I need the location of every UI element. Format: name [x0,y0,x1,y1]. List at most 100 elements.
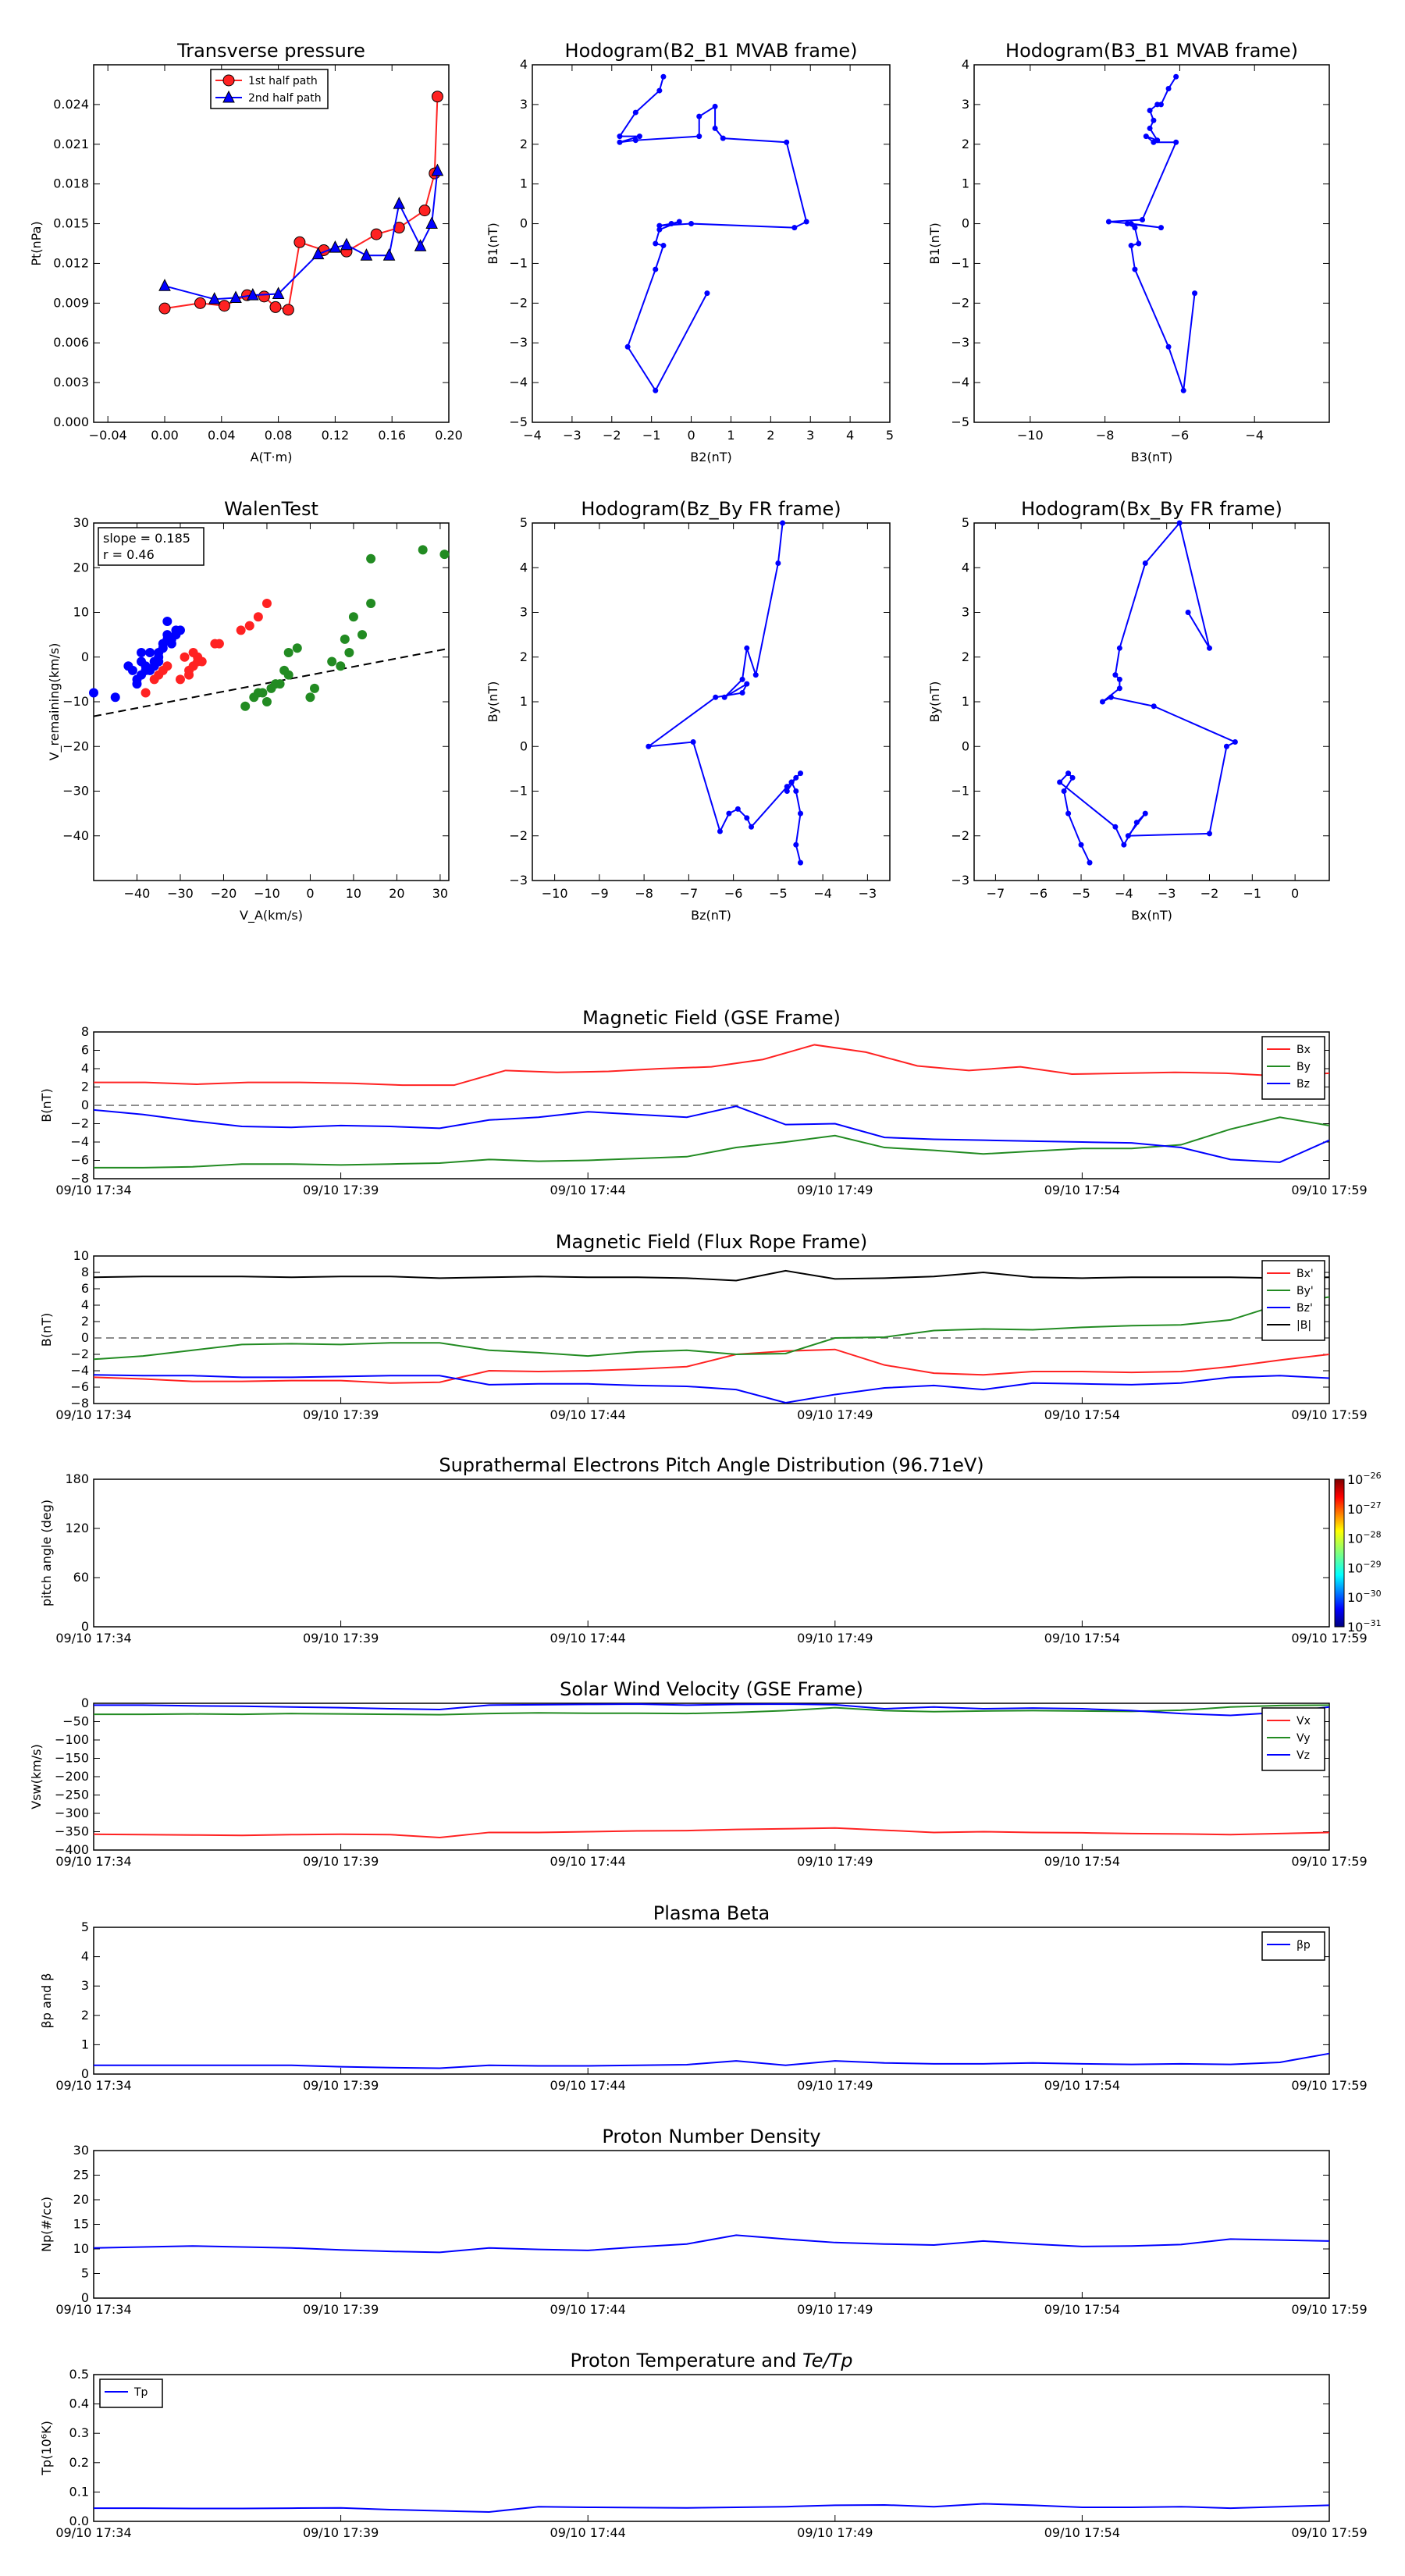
h2-data-point [1158,101,1164,108]
tp-plot-frame [93,2374,1330,2522]
pt-xtick-label: 0.08 [265,428,293,443]
h2-data-point [1165,343,1172,350]
h1-xtick-label: 3 [806,428,814,443]
walen-data-point [439,550,450,560]
walen-data-point [162,616,173,626]
h2-ytick-label: 0 [962,216,969,231]
walen-data-point [253,612,263,622]
bgse-time-label: 09/10 17:39 [303,1183,379,1197]
bfr-time-label: 09/10 17:49 [797,1407,873,1422]
h1-ytick-label: 1 [520,176,528,191]
bgse-title: Magnetic Field (GSE Frame) [582,1007,841,1029]
bfr-time-label: 09/10 17:54 [1044,1407,1120,1422]
pad-ytick-label: 0 [81,1619,89,1634]
beta-ylabel: βp and β [39,1973,54,2029]
walen-ytick-label: 30 [73,515,89,530]
pt-title: Transverse pressure [176,40,365,62]
h3-plot-frame [532,522,891,881]
beta-ytick-label: 0 [81,2066,89,2081]
bfr-ytick-label: −6 [70,1379,89,1394]
walen-xtick-label: 0 [306,886,314,901]
bfr-ylabel: B(nT) [39,1313,54,1347]
h1-data-point [632,137,638,144]
h4-data-point [1061,788,1067,794]
beta-time-label: 09/10 17:44 [550,2078,626,2093]
pad-colorbar-exponent: −27 [1363,1500,1381,1510]
pad-ytick-label: 120 [65,1521,89,1535]
h3-data-point [798,770,803,777]
walen-data-point [236,625,246,635]
bgse-legend-frame [1261,1036,1325,1100]
h1-data-point [624,343,631,350]
pt-data-point [158,279,171,291]
h4-data-point [1207,831,1213,837]
h3-ytick-label: 4 [520,560,528,575]
h3-ytick-label: 2 [520,649,528,664]
walen-data-point [137,656,147,667]
h1-xtick-label: 0 [687,428,695,443]
h1-xtick-label: −2 [603,428,621,443]
h4-ylabel: By(nT) [927,681,942,723]
vsw-title: Solar Wind Velocity (GSE Frame) [560,1678,863,1700]
tp-legend-frame [99,2379,163,2408]
h1-ytick-label: −1 [509,255,528,270]
h1-data-point [720,135,726,141]
h1-ytick-label: 0 [520,216,528,231]
walen-data-point [184,665,194,675]
pt-data-point [272,286,285,299]
beta-ytick-label: 4 [81,1949,89,1964]
h1-data-point [656,222,663,229]
beta-legend-frame [1261,1931,1325,1961]
pad-colorbar-exponent: −29 [1363,1559,1381,1569]
h4-ytick-label: −1 [951,784,969,799]
walen-data-point [309,683,319,693]
h2-xtick-label: −10 [1017,428,1044,443]
h1-ytick-label: 4 [520,57,528,72]
pt-data-point [360,248,373,261]
pt-data-point [393,222,405,234]
bfr-ytick-label: 6 [81,1281,89,1296]
pt-ytick-label: 0.015 [53,216,89,231]
h3-data-point [784,784,790,790]
bgse-ytick-label: 6 [81,1043,89,1058]
h4-ytick-label: 1 [962,694,969,709]
walen-annotation-slope: slope = 0.185 [103,531,190,546]
h2-data-point [1136,240,1142,247]
h2-series-line [1108,76,1196,391]
pad-ytick-label: 60 [73,1570,89,1585]
h1-xtick-label: 2 [767,428,774,443]
h2-ytick-label: −3 [951,335,969,350]
h3-data-point [739,676,745,682]
h3-ytick-label: 3 [520,605,528,620]
pt-xtick-label: −0.04 [89,428,127,443]
h3-data-point [744,815,750,821]
pt-data-point [282,304,294,316]
h2-ytick-label: 4 [962,57,969,72]
bfr-ytick-label: 4 [81,1297,89,1312]
np-time-label: 09/10 17:44 [550,2302,626,2317]
walen-data-point [344,648,354,658]
h2-data-point [1140,216,1146,222]
bgse-ytick-label: 4 [81,1061,89,1076]
h2-ylabel: B1(nT) [927,222,942,265]
bgse-ytick-label: 2 [81,1080,89,1094]
h1-xtick-label: −4 [523,428,542,443]
walen-ytick-label: 20 [73,560,89,575]
walen-data-point [348,612,358,622]
h2-data-point [1180,387,1186,393]
tp-ytick-label: 0.0 [69,2514,89,2528]
pad-colorbar-label: 10−28 [1347,1530,1382,1546]
pad-colorbar-exponent: −28 [1363,1530,1381,1540]
bfr-ytick-label: 2 [81,1314,89,1329]
h4-ytick-label: 0 [962,738,969,753]
bfr-ytick-label: −8 [70,1396,89,1411]
h3-chart: Hodogram(Bz_By FR frame)−3−2−1012345−10−… [486,498,891,923]
h1-ylabel: B1(nT) [486,222,500,265]
bfr-ytick-label: 0 [81,1330,89,1345]
tp-ytick-label: 0.4 [69,2396,89,2411]
walen-data-point [357,630,368,640]
bfr-legend: Bx' By' Bz' |B| [1261,1260,1325,1341]
np-ytick-label: 20 [73,2192,89,2207]
h4-data-point [1142,560,1148,567]
